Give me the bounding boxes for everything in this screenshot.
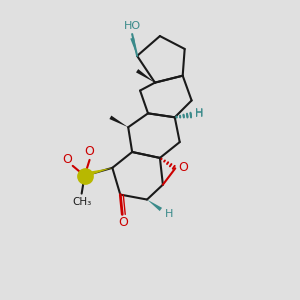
Polygon shape bbox=[110, 116, 128, 127]
Polygon shape bbox=[88, 168, 112, 176]
Polygon shape bbox=[147, 200, 162, 211]
Text: H: H bbox=[165, 209, 173, 219]
Text: H: H bbox=[195, 109, 204, 119]
Polygon shape bbox=[130, 38, 137, 56]
Text: HO: HO bbox=[124, 21, 141, 31]
Text: O: O bbox=[62, 153, 72, 167]
Text: CH₃: CH₃ bbox=[72, 196, 91, 206]
Text: S: S bbox=[81, 169, 88, 182]
Text: O: O bbox=[85, 146, 94, 158]
Text: H: H bbox=[195, 108, 204, 118]
Polygon shape bbox=[136, 69, 155, 82]
Text: O: O bbox=[118, 216, 128, 229]
Text: O: O bbox=[178, 161, 188, 174]
